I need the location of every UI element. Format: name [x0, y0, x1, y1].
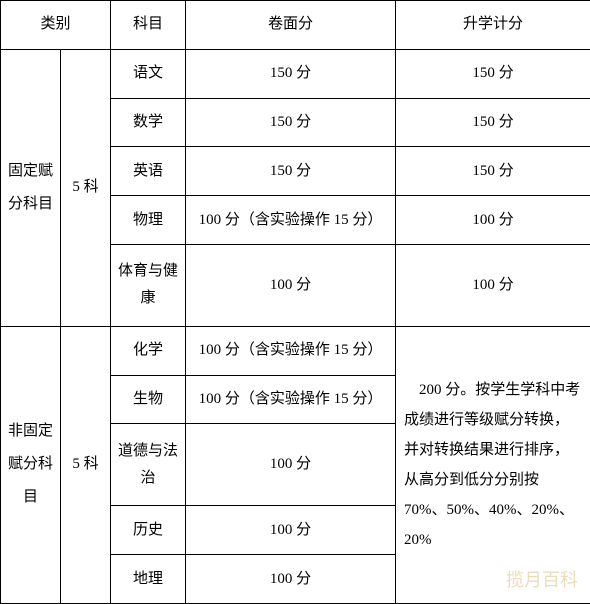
subject-cell: 历史 — [111, 506, 186, 555]
subject-cell: 道德与法治 — [111, 424, 186, 506]
paper-cell: 150 分 — [186, 49, 396, 98]
header-subject: 科目 — [111, 1, 186, 50]
subject-cell: 化学 — [111, 326, 186, 375]
paper-cell: 100 分（含实验操作 15 分） — [186, 326, 396, 375]
paper-cell: 100 分 — [186, 506, 396, 555]
paper-cell: 150 分 — [186, 147, 396, 196]
subject-cell: 数学 — [111, 98, 186, 147]
paper-cell: 150 分 — [186, 98, 396, 147]
admission-cell: 100 分 — [396, 196, 590, 245]
admission-cell: 150 分 — [396, 98, 590, 147]
nonfixed-category-label: 非固定赋分科目 — [1, 326, 61, 603]
subject-cell: 生物 — [111, 375, 186, 424]
paper-cell: 100 分 — [186, 555, 396, 604]
table-row: 固定赋分科目 5 科 语文 150 分 150 分 — [1, 49, 590, 98]
subject-cell: 地理 — [111, 555, 186, 604]
admission-cell: 150 分 — [396, 49, 590, 98]
header-row: 类别 科目 卷面分 升学计分 — [1, 1, 590, 50]
header-paper-score: 卷面分 — [186, 1, 396, 50]
subject-cell: 语文 — [111, 49, 186, 98]
fixed-category-label: 固定赋分科目 — [1, 49, 61, 326]
subject-cell: 英语 — [111, 147, 186, 196]
paper-cell: 100 分 — [186, 245, 396, 327]
admission-cell: 100 分 — [396, 245, 590, 327]
paper-cell: 100 分 — [186, 424, 396, 506]
score-table: 类别 科目 卷面分 升学计分 固定赋分科目 5 科 语文 150 分 150 分… — [0, 0, 590, 604]
admission-cell: 150 分 — [396, 147, 590, 196]
header-category: 类别 — [1, 1, 111, 50]
fixed-count: 5 科 — [61, 49, 111, 326]
paper-cell: 100 分（含实验操作 15 分） — [186, 196, 396, 245]
nonfixed-count: 5 科 — [61, 326, 111, 603]
paper-cell: 100 分（含实验操作 15 分） — [186, 375, 396, 424]
table-row: 非固定赋分科目 5 科 化学 100 分（含实验操作 15 分） 200 分。按… — [1, 326, 590, 375]
subject-cell: 体育与健康 — [111, 245, 186, 327]
subject-cell: 物理 — [111, 196, 186, 245]
admission-merged-cell: 200 分。按学生学科中考成绩进行等级赋分转换，并对转换结果进行排序，从高分到低… — [396, 326, 590, 603]
header-admission-score: 升学计分 — [396, 1, 590, 50]
